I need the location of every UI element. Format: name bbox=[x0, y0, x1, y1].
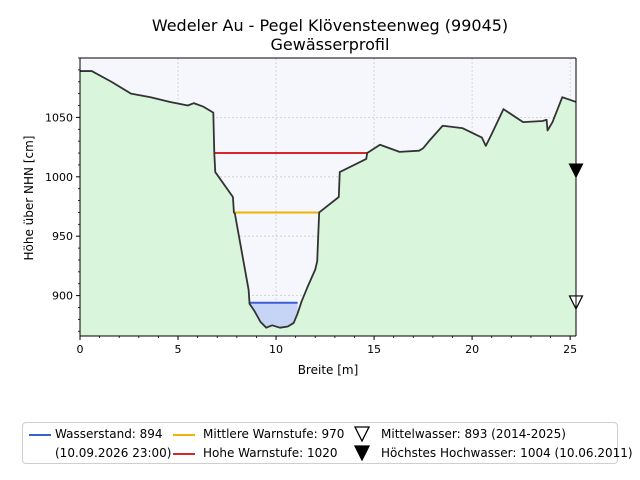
x-tick-label: 15 bbox=[367, 343, 381, 356]
y-axis-label: Höhe über NHN [cm] bbox=[22, 136, 36, 261]
ground-area bbox=[80, 71, 576, 336]
y-tick-label: 950 bbox=[52, 230, 73, 243]
y-tick-label: 900 bbox=[52, 290, 73, 303]
y-tick-label: 1000 bbox=[45, 171, 73, 184]
open-triangle-icon bbox=[354, 426, 370, 442]
legend-high-warning-swatch bbox=[173, 453, 195, 455]
legend-water-level-swatch bbox=[29, 434, 51, 436]
x-tick-label: 25 bbox=[563, 343, 577, 356]
chart-legend: Wasserstand: 894 (10.09.2026 23:00) Mitt… bbox=[22, 422, 633, 464]
x-tick-label: 5 bbox=[175, 343, 182, 356]
legend-highest-flood-label: Höchstes Hochwasser: 1004 (10.06.2011) bbox=[381, 446, 633, 460]
x-tick-label: 10 bbox=[269, 343, 283, 356]
river-profile-chart: Wedeler Au - Pegel Klövensteenweg (99045… bbox=[22, 16, 584, 377]
chart-subtitle: Gewässerprofil bbox=[271, 35, 390, 54]
profile-line bbox=[80, 70, 577, 329]
x-tick-label: 20 bbox=[465, 343, 479, 356]
legend-mean-water-label: Mittelwasser: 893 (2014-2025) bbox=[381, 427, 566, 441]
legend-medium-warning-swatch bbox=[173, 434, 195, 436]
legend-medium-warning-label: Mittlere Warnstufe: 970 bbox=[203, 427, 345, 441]
legend-water-level-date: (10.09.2026 23:00) bbox=[55, 446, 172, 460]
filled-triangle-icon bbox=[354, 445, 370, 461]
x-tick-label: 0 bbox=[77, 343, 84, 356]
chart-title: Wedeler Au - Pegel Klövensteenweg (99045… bbox=[152, 16, 508, 35]
x-axis-label: Breite [m] bbox=[298, 363, 359, 377]
legend-high-warning-label: Hohe Warnstufe: 1020 bbox=[203, 446, 338, 460]
y-tick-label: 1050 bbox=[45, 111, 73, 124]
legend-water-level-label: Wasserstand: 894 bbox=[55, 427, 163, 441]
